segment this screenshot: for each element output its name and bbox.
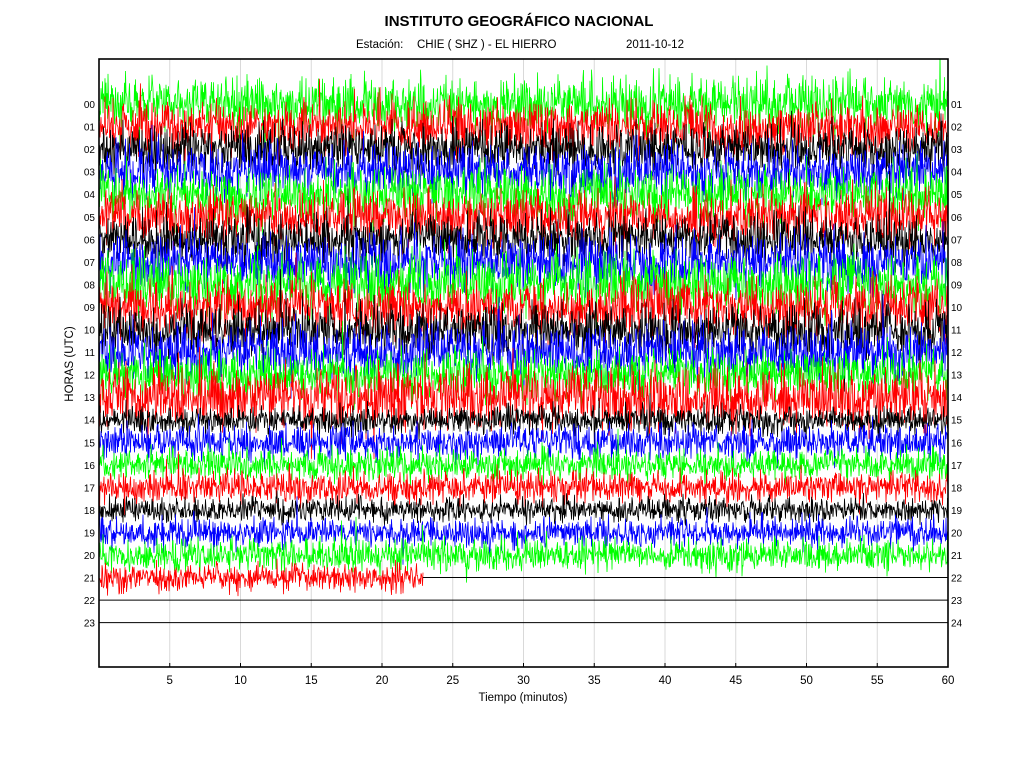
record-date: 2011-10-12	[626, 39, 684, 51]
right-tick-label-04: 04	[951, 168, 963, 179]
right-tick-label-01: 01	[951, 100, 963, 111]
right-tick-label-11: 11	[951, 326, 962, 337]
trace-hour-15	[99, 413, 948, 469]
right-tick-label-06: 06	[951, 213, 963, 224]
left-tick-label-22: 22	[84, 596, 96, 607]
right-tick-label-21: 21	[951, 551, 963, 562]
right-tick-label-20: 20	[951, 528, 963, 539]
trace-hour-09	[99, 252, 948, 352]
left-tick-label-17: 17	[84, 483, 96, 494]
left-tick-label-10: 10	[84, 326, 96, 337]
right-tick-label-17: 17	[951, 461, 963, 472]
left-tick-label-02: 02	[84, 145, 96, 156]
trace-hour-21	[99, 558, 424, 597]
x-tick-label-50: 50	[800, 675, 813, 687]
left-tick-label-16: 16	[84, 461, 96, 472]
right-tick-label-05: 05	[951, 190, 963, 201]
left-tick-label-11: 11	[85, 348, 96, 359]
x-tick-label-10: 10	[234, 675, 247, 687]
x-tick-label-25: 25	[446, 675, 459, 687]
x-tick-label-60: 60	[942, 675, 955, 687]
trace-hour-19	[99, 496, 948, 565]
trace-layer	[99, 59, 948, 624]
right-tick-label-15: 15	[951, 416, 963, 427]
trace-hour-13	[99, 347, 948, 460]
left-tick-label-12: 12	[84, 371, 96, 382]
x-tick-label-35: 35	[588, 675, 601, 687]
x-tick-label-45: 45	[729, 675, 742, 687]
right-tick-label-22: 22	[951, 574, 963, 585]
right-tick-label-13: 13	[951, 371, 963, 382]
x-tick-label-55: 55	[871, 675, 884, 687]
right-tick-label-03: 03	[951, 145, 963, 156]
x-axis-ticks: 5 10 15 20 25 30 35 40 45 50 55 60	[167, 663, 955, 687]
left-tick-label-14: 14	[84, 416, 96, 427]
x-tick-label-15: 15	[305, 675, 318, 687]
station-label: Estación:	[356, 39, 403, 51]
left-tick-label-09: 09	[84, 303, 96, 314]
trace-hour-20	[99, 516, 948, 583]
right-tick-label-09: 09	[951, 280, 963, 291]
right-tick-label-12: 12	[951, 348, 963, 359]
x-tick-label-40: 40	[659, 675, 672, 687]
left-tick-label-15: 15	[84, 438, 96, 449]
trace-hour-12	[99, 320, 948, 411]
right-tick-label-02: 02	[951, 123, 963, 134]
left-tick-label-23: 23	[84, 619, 96, 630]
right-tick-label-19: 19	[951, 506, 963, 517]
right-tick-label-07: 07	[951, 235, 963, 246]
x-axis-label: Tiempo (minutos)	[478, 692, 567, 704]
x-tick-label-20: 20	[376, 675, 389, 687]
left-tick-label-01: 01	[84, 123, 96, 134]
left-hour-ticks: 00 01 02 03 04 05 06 07 08 09 10 11 12 13 14 15 16 17 18 19…	[84, 100, 96, 630]
left-tick-label-21: 21	[84, 574, 96, 585]
y-axis-label: HORAS (UTC)	[64, 326, 76, 402]
right-tick-label-23: 23	[951, 596, 963, 607]
left-tick-label-13: 13	[84, 393, 96, 404]
right-tick-label-08: 08	[951, 258, 963, 269]
right-hour-ticks: 01 02 03 04 05 06 07 08 09 10 11 12 13 14 15 16 17 18 19 20…	[951, 100, 963, 630]
trace-hour-16	[99, 428, 948, 491]
chart-title: INSTITUTO GEOGRÁFICO NACIONAL	[385, 13, 654, 30]
left-tick-label-03: 03	[84, 168, 96, 179]
left-tick-label-07: 07	[84, 258, 96, 269]
trace-hour-04	[99, 153, 948, 256]
x-tick-label-30: 30	[517, 675, 530, 687]
x-tick-label-5: 5	[167, 675, 173, 687]
right-tick-label-16: 16	[951, 438, 963, 449]
trace-hour-18	[99, 490, 948, 527]
left-tick-label-06: 06	[84, 235, 96, 246]
station-name: CHIE ( SHZ ) - EL HIERRO	[417, 39, 557, 51]
left-tick-label-00: 00	[84, 100, 96, 111]
trace-hour-10	[99, 269, 948, 392]
left-tick-label-04: 04	[84, 190, 96, 201]
right-tick-label-24: 24	[951, 619, 963, 630]
right-tick-label-10: 10	[951, 303, 963, 314]
trace-hour-14	[99, 393, 948, 451]
left-tick-label-05: 05	[84, 213, 96, 224]
left-tick-label-20: 20	[84, 551, 96, 562]
right-tick-label-18: 18	[951, 483, 963, 494]
right-tick-label-14: 14	[951, 393, 963, 404]
trace-hour-06	[99, 170, 948, 274]
trace-hour-17	[99, 451, 948, 517]
left-tick-label-08: 08	[84, 280, 96, 291]
left-tick-label-18: 18	[84, 506, 96, 517]
left-tick-label-19: 19	[84, 528, 96, 539]
trace-hour-11	[99, 293, 948, 399]
trace-hour-01	[99, 78, 948, 166]
trace-hour-05	[99, 176, 948, 255]
